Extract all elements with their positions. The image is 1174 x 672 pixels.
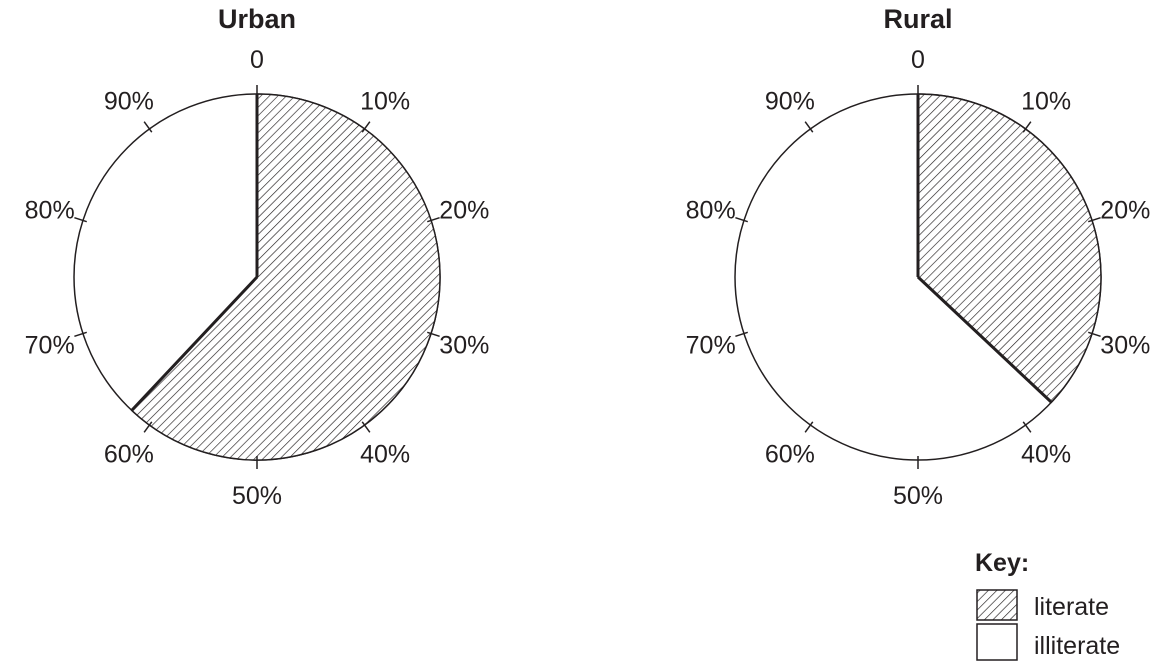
urban-tick-label-70: 70% xyxy=(25,331,75,359)
rural-tick-80 xyxy=(735,216,748,223)
urban-tick-40 xyxy=(361,421,371,433)
rural-tick-70 xyxy=(735,331,748,338)
urban-tick-90 xyxy=(143,121,153,133)
rural-boundary-end xyxy=(916,275,1053,404)
urban-tick-20 xyxy=(427,216,440,223)
urban-boundary-end xyxy=(130,275,259,412)
urban-tick-70 xyxy=(74,331,87,338)
rural-tick-label-60: 60% xyxy=(765,440,815,468)
rural-tick-label-70: 70% xyxy=(686,331,736,359)
rural-tick-label-50: 50% xyxy=(893,482,943,510)
legend: Key: literate illiterate xyxy=(975,549,1120,661)
rural-tick-label-80: 80% xyxy=(686,197,736,225)
rural-pie-chart: 0 10% 20% 30% 40% 50% 60% 70% 80% 90% Rural xyxy=(686,4,1151,510)
urban-slice-literate xyxy=(130,93,441,461)
rural-chart-title: Rural xyxy=(883,4,952,34)
urban-tick-label-60: 60% xyxy=(104,440,154,468)
rural-tick-label-40: 40% xyxy=(1021,440,1071,468)
urban-tick-label-80: 80% xyxy=(25,197,75,225)
rural-tick-20 xyxy=(1088,216,1101,223)
rural-tick-30 xyxy=(1088,331,1101,338)
rural-tick-40 xyxy=(1022,421,1032,433)
urban-tick-label-40: 40% xyxy=(360,440,410,468)
rural-tick-label-30: 30% xyxy=(1100,331,1150,359)
urban-tick-label-10: 10% xyxy=(360,88,410,116)
rural-tick-label-0: 0 xyxy=(911,46,925,74)
urban-pie-chart: 0 10% 20% 30% 40% 50% 60% 70% 80% 90% Urban xyxy=(25,4,490,510)
urban-tick-label-30: 30% xyxy=(439,331,489,359)
legend-label-illiterate: illiterate xyxy=(1034,632,1120,660)
urban-chart-title: Urban xyxy=(218,4,296,34)
legend-label-literate: literate xyxy=(1034,593,1109,621)
rural-tick-10 xyxy=(1022,121,1032,133)
legend-swatch-literate xyxy=(976,589,1018,621)
urban-tick-30 xyxy=(427,331,440,338)
urban-tick-60 xyxy=(143,421,153,433)
legend-swatch-illiterate xyxy=(976,623,1018,661)
rural-tick-60 xyxy=(804,421,814,433)
urban-tick-label-20: 20% xyxy=(439,197,489,225)
rural-slice-literate xyxy=(917,93,1102,404)
rural-tick-90 xyxy=(804,121,814,133)
urban-tick-10 xyxy=(361,121,371,133)
rural-tick-label-20: 20% xyxy=(1100,197,1150,225)
legend-title: Key: xyxy=(975,549,1029,577)
urban-tick-label-50: 50% xyxy=(232,482,282,510)
rural-tick-label-90: 90% xyxy=(765,88,815,116)
urban-tick-label-90: 90% xyxy=(104,88,154,116)
urban-tick-80 xyxy=(74,216,87,223)
rural-tick-label-10: 10% xyxy=(1021,88,1071,116)
urban-tick-label-0: 0 xyxy=(250,46,264,74)
